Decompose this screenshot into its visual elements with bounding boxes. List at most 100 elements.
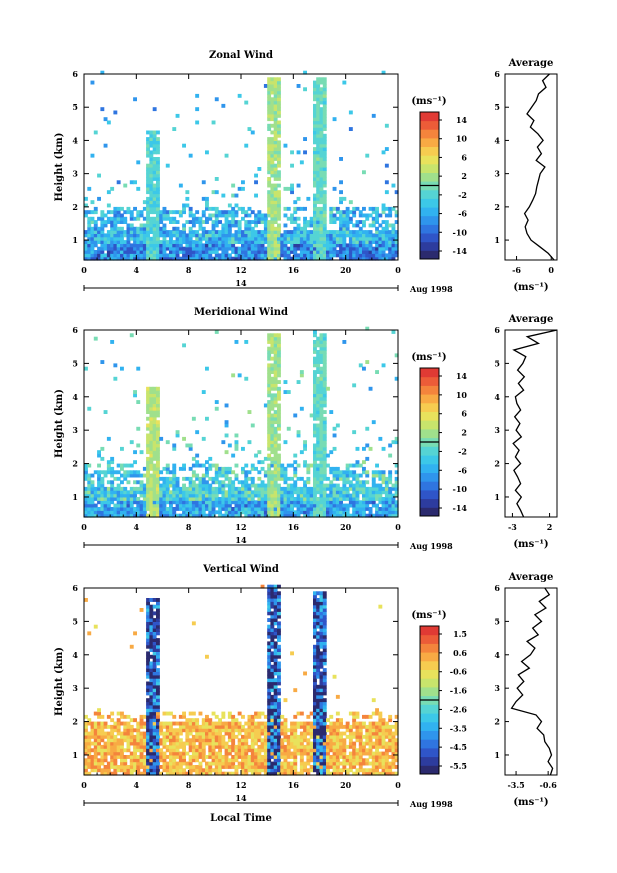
heatmap-cell — [152, 186, 157, 191]
heatmap-cell — [277, 363, 281, 368]
heatmap-cell — [277, 426, 281, 431]
heatmap-cell — [384, 486, 389, 491]
heatmap-cell — [270, 614, 275, 619]
heatmap-cell — [116, 493, 121, 498]
heatmap-cell — [247, 758, 252, 763]
heatmap-cell — [218, 718, 222, 723]
x-tick-label: 16 — [288, 522, 300, 532]
heatmap-cell — [195, 500, 200, 505]
heatmap-cell — [110, 210, 115, 215]
heatmap-cell — [394, 233, 399, 238]
heatmap-cell — [214, 758, 219, 763]
heatmap-cell — [123, 256, 128, 261]
heatmap-cell — [362, 243, 366, 248]
heatmap-cell — [358, 510, 363, 515]
heatmap-cell — [234, 500, 239, 505]
heatmap-cell — [149, 648, 154, 652]
heatmap-cell — [231, 724, 236, 729]
heatmap-cell — [296, 430, 301, 435]
heatmap-cell — [332, 240, 337, 244]
heatmap-cell — [316, 466, 321, 471]
colorbar-swatch — [420, 198, 439, 208]
heatmap-cell — [319, 193, 324, 198]
heatmap-cell — [120, 220, 124, 224]
heatmap-cell — [133, 631, 137, 636]
heatmap-cell — [237, 761, 242, 766]
heatmap-cell — [142, 200, 147, 205]
heatmap-cell — [244, 143, 249, 148]
heatmap-cell — [149, 403, 154, 408]
heatmap-cell — [313, 466, 317, 471]
heatmap-cell — [185, 220, 190, 224]
heatmap-cell — [247, 236, 252, 241]
heatmap-cell — [195, 486, 200, 491]
heatmap-cell — [198, 216, 203, 221]
heatmap-cell — [319, 117, 324, 122]
heatmap-cell — [267, 127, 272, 131]
heatmap-cell — [136, 728, 141, 733]
heatmap-cell — [355, 240, 360, 244]
heatmap-cell — [205, 728, 209, 733]
heatmap-cell — [188, 711, 193, 716]
heatmap-cell — [391, 510, 396, 515]
heatmap-cell — [178, 210, 183, 215]
heatmap-cell — [87, 741, 92, 746]
heatmap-cell — [149, 183, 154, 188]
heatmap-cell — [267, 463, 272, 468]
heatmap-cell — [126, 714, 131, 719]
heatmap-cell — [126, 724, 131, 729]
heatmap-cell — [152, 436, 157, 441]
heatmap-cell — [191, 734, 196, 739]
heatmap-cell — [87, 463, 92, 468]
heatmap-cell — [362, 366, 366, 371]
heatmap-cell — [254, 213, 258, 218]
heatmap-cell — [97, 253, 101, 258]
heatmap-cell — [224, 724, 229, 729]
heatmap-cell — [224, 210, 229, 215]
heatmap-cell — [175, 430, 180, 435]
heatmap-cell — [93, 226, 98, 231]
heatmap-cell — [267, 771, 272, 776]
heatmap-cell — [342, 470, 347, 475]
heatmap-cell — [273, 120, 278, 125]
heatmap-cell — [384, 493, 389, 498]
heatmap-cell — [381, 470, 386, 475]
heatmap-cell — [227, 721, 232, 726]
heatmap-cell — [247, 246, 252, 251]
heatmap-cell — [87, 510, 92, 515]
heatmap-cell — [156, 463, 160, 468]
heatmap-cell — [313, 256, 317, 261]
heatmap-cell — [322, 100, 327, 105]
heatmap-cell — [175, 113, 180, 118]
heatmap-cell — [110, 728, 115, 733]
heatmap-cell — [313, 443, 317, 448]
heatmap-cell — [156, 396, 160, 401]
heatmap-cell — [352, 256, 357, 261]
heatmap-cell — [106, 771, 111, 776]
y-tick-label: 6 — [72, 325, 78, 335]
heatmap-cell — [205, 507, 209, 511]
heatmap-cell — [358, 213, 363, 218]
heatmap-cell — [290, 243, 294, 248]
heatmap-cell — [198, 728, 203, 733]
heatmap-cell — [316, 143, 321, 148]
heatmap-cell — [156, 230, 160, 234]
heatmap-cell — [149, 446, 154, 451]
heatmap-cell — [224, 751, 229, 756]
heatmap-cell — [260, 216, 265, 221]
heatmap-cell — [182, 714, 186, 719]
heatmap-cell — [146, 396, 150, 401]
heatmap-cell — [309, 503, 314, 508]
heatmap-cell — [290, 651, 294, 656]
heatmap-cell — [97, 236, 101, 241]
heatmap-cell — [146, 167, 150, 171]
heatmap-cell — [156, 497, 160, 501]
heatmap-cell — [277, 456, 281, 461]
heatmap-cell — [152, 604, 157, 609]
heatmap-cell — [319, 440, 324, 445]
heatmap-cell — [267, 641, 272, 646]
heatmap-cell — [322, 200, 327, 205]
heatmap-cell — [136, 734, 141, 739]
colorbar-swatch — [420, 215, 439, 225]
heatmap-cell — [355, 236, 360, 241]
